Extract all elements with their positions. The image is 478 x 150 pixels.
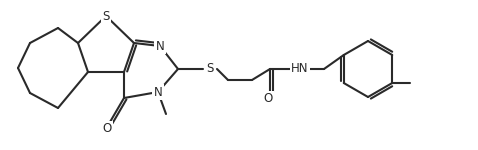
Text: N: N	[156, 39, 164, 52]
Text: N: N	[153, 85, 163, 99]
Text: O: O	[102, 123, 112, 135]
Text: S: S	[102, 9, 109, 22]
Text: S: S	[206, 63, 214, 75]
Text: O: O	[263, 93, 272, 105]
Text: HN: HN	[291, 63, 309, 75]
